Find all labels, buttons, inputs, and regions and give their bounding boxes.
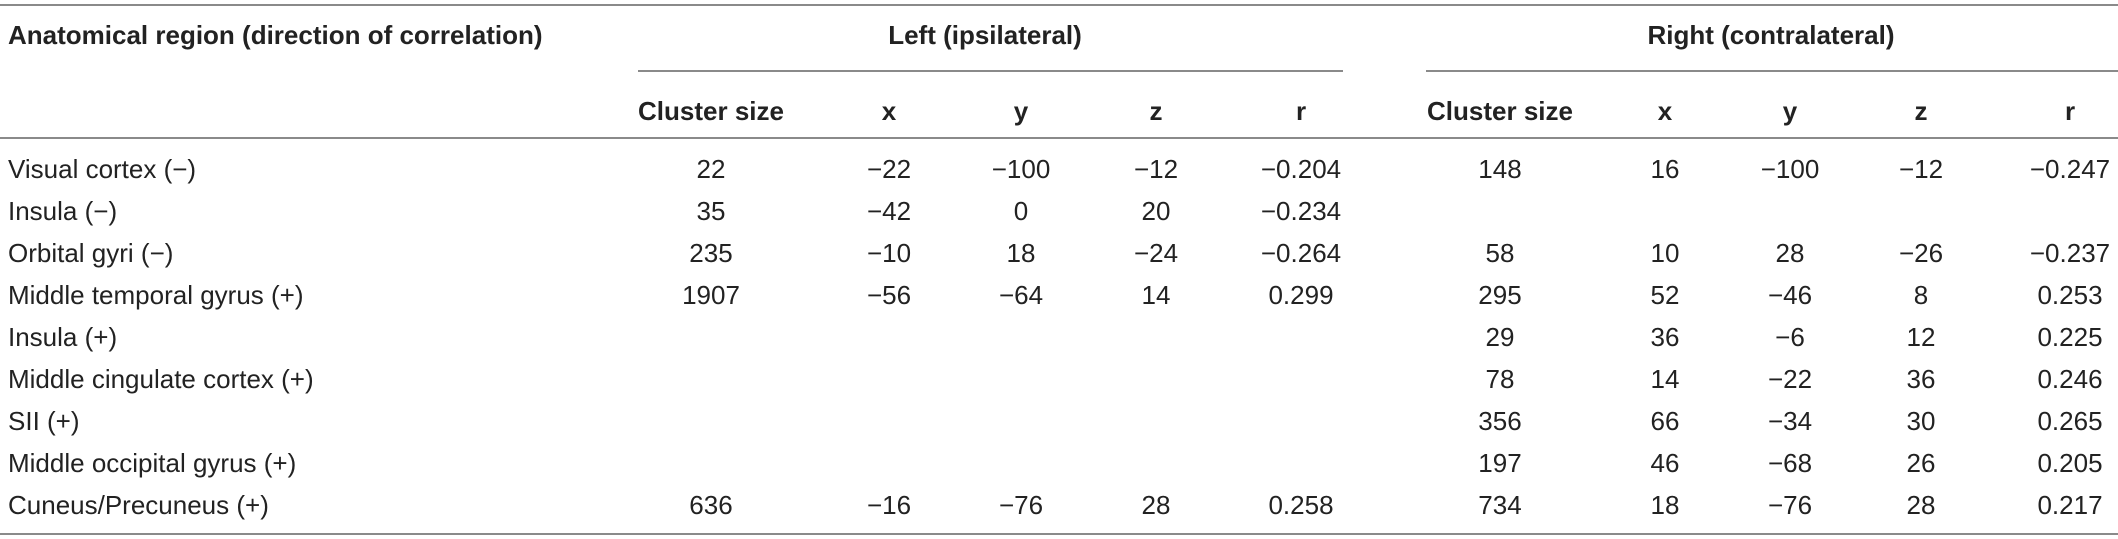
table-cell: 148 — [1478, 154, 1522, 184]
table-cell: 235 — [689, 238, 733, 268]
table-cell: 356 — [1478, 406, 1522, 436]
table-cell: 14 — [1141, 280, 1171, 310]
table-cell: −0.237 — [2029, 238, 2111, 268]
bottom-rule — [0, 533, 2118, 535]
table-cell: 35 — [696, 196, 726, 226]
table-cell: 22 — [696, 154, 726, 184]
region-column-header: Anatomical region (direction of correlat… — [8, 20, 543, 50]
table-cell: 0.265 — [2037, 406, 2103, 436]
table-cell: −0.204 — [1260, 154, 1342, 184]
table-cell: 46 — [1650, 448, 1680, 478]
table-cell: −0.264 — [1260, 238, 1342, 268]
table-cell: −12 — [1133, 154, 1179, 184]
table-cell: 0 — [1013, 196, 1029, 226]
region-label: Middle occipital gyrus (+) — [8, 448, 297, 478]
table-cell: 0.299 — [1268, 280, 1334, 310]
table-cell: 36 — [1906, 364, 1936, 394]
column-subheader: Cluster size — [1427, 96, 1573, 126]
table-cell: −76 — [1767, 490, 1813, 520]
table-cell: 0.225 — [2037, 322, 2103, 352]
table-cell: 20 — [1141, 196, 1171, 226]
right-group-underline — [1426, 70, 2118, 72]
table-cell: 636 — [689, 490, 733, 520]
table-cell: 197 — [1478, 448, 1522, 478]
table-cell: 28 — [1906, 490, 1936, 520]
table-cell: 26 — [1906, 448, 1936, 478]
table-cell: 58 — [1485, 238, 1515, 268]
region-label: Orbital gyri (−) — [8, 238, 174, 268]
table-cell: 8 — [1913, 280, 1929, 310]
table-cell: −76 — [998, 490, 1044, 520]
region-label: Middle cingulate cortex (+) — [8, 364, 314, 394]
table-cell: −6 — [1775, 322, 1805, 352]
table-cell: −16 — [866, 490, 912, 520]
column-subheader: x — [881, 96, 897, 126]
table-cell: −0.234 — [1260, 196, 1342, 226]
table-cell: 0.217 — [2037, 490, 2103, 520]
region-label: SII (+) — [8, 406, 80, 436]
column-subheader: x — [1657, 96, 1673, 126]
top-rule — [0, 4, 2118, 6]
table-cell: −22 — [1767, 364, 1813, 394]
left-group-header: Left (ipsilateral) — [888, 20, 1082, 50]
table-cell: 28 — [1141, 490, 1171, 520]
column-subheader: y — [1782, 96, 1798, 126]
table-cell: −42 — [866, 196, 912, 226]
table-cell: −10 — [866, 238, 912, 268]
table-cell: 66 — [1650, 406, 1680, 436]
region-label: Insula (+) — [8, 322, 118, 352]
table-cell: 18 — [1650, 490, 1680, 520]
region-label: Middle temporal gyrus (+) — [8, 280, 304, 310]
table-cell: 0.258 — [1268, 490, 1334, 520]
column-subheader: r — [2064, 96, 2076, 126]
column-subheader: Cluster size — [638, 96, 784, 126]
table-cell: −100 — [991, 154, 1051, 184]
table-cell: −100 — [1760, 154, 1820, 184]
table-cell: 0.246 — [2037, 364, 2103, 394]
region-label: Cuneus/Precuneus (+) — [8, 490, 269, 520]
table-cell: 0.205 — [2037, 448, 2103, 478]
table-cell: −26 — [1898, 238, 1944, 268]
table-cell: −34 — [1767, 406, 1813, 436]
table-cell: 12 — [1906, 322, 1936, 352]
table-cell: −0.247 — [2029, 154, 2111, 184]
table-cell: −56 — [866, 280, 912, 310]
table-cell: 30 — [1906, 406, 1936, 436]
table-cell: −24 — [1133, 238, 1179, 268]
table-cell: 0.253 — [2037, 280, 2103, 310]
table-cell: 18 — [1006, 238, 1036, 268]
table-cell: −68 — [1767, 448, 1813, 478]
table-cell: −64 — [998, 280, 1044, 310]
column-subheader: z — [1914, 96, 1928, 126]
table-cell: 10 — [1650, 238, 1680, 268]
table-cell: 16 — [1650, 154, 1680, 184]
table-cell: 1907 — [682, 280, 740, 310]
table-cell: 14 — [1650, 364, 1680, 394]
column-subheader: y — [1013, 96, 1029, 126]
header-rule — [0, 137, 2118, 139]
table-cell: −12 — [1898, 154, 1944, 184]
column-subheader: r — [1295, 96, 1307, 126]
table-cell: 36 — [1650, 322, 1680, 352]
table-cell: −46 — [1767, 280, 1813, 310]
region-label: Insula (−) — [8, 196, 118, 226]
right-group-header: Right (contralateral) — [1647, 20, 1895, 50]
table-cell: 52 — [1650, 280, 1680, 310]
table-cell: 78 — [1485, 364, 1515, 394]
region-label: Visual cortex (−) — [8, 154, 197, 184]
table-cell: 734 — [1478, 490, 1522, 520]
column-subheader: z — [1149, 96, 1163, 126]
table-cell: 295 — [1478, 280, 1522, 310]
table-cell: 28 — [1775, 238, 1805, 268]
left-group-underline — [638, 70, 1343, 72]
table-cell: 29 — [1485, 322, 1515, 352]
table-cell: −22 — [866, 154, 912, 184]
